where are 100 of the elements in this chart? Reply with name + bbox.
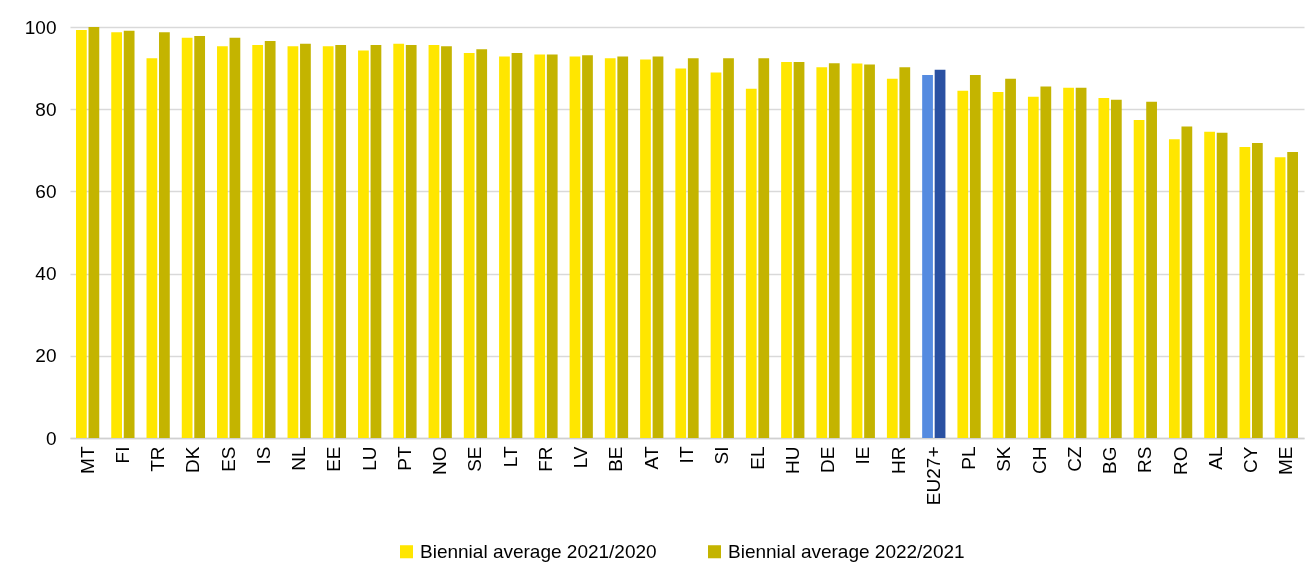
bar	[217, 46, 228, 438]
x-tick-label: PT	[393, 446, 415, 471]
bar	[393, 43, 405, 438]
x-tick-label: EU27+	[922, 446, 944, 506]
x-tick-label: AT	[640, 446, 662, 470]
x-tick-label: PL	[958, 446, 980, 470]
bar	[534, 54, 546, 438]
bar	[1146, 101, 1157, 438]
bar	[111, 32, 123, 438]
bar	[1040, 86, 1052, 438]
bar	[1168, 139, 1180, 438]
bar	[511, 52, 523, 438]
bar	[1005, 78, 1016, 438]
bar	[88, 27, 100, 438]
y-tick-label: 40	[35, 263, 57, 285]
bar	[992, 91, 1004, 438]
bar	[899, 67, 911, 438]
bar	[604, 58, 616, 438]
bar	[793, 61, 805, 438]
x-tick-label: DK	[182, 446, 204, 473]
x-tick-label: NL	[288, 446, 310, 471]
x-tick-label: CH	[1028, 446, 1050, 474]
x-tick-label: HR	[887, 446, 909, 474]
bar	[1274, 157, 1286, 438]
x-tick-label: SI	[711, 446, 733, 465]
bar	[864, 64, 875, 438]
x-tick-label: ES	[217, 446, 239, 472]
x-tick-label: ME	[1275, 446, 1297, 475]
bar	[1075, 87, 1087, 438]
bar	[1133, 119, 1145, 438]
bar	[194, 36, 206, 438]
x-tick-label: LU	[358, 446, 380, 471]
bar	[1027, 96, 1039, 438]
x-tick-label: IS	[252, 446, 274, 465]
bar	[957, 90, 969, 438]
bar	[1204, 131, 1215, 438]
x-tick-label: DE	[817, 446, 839, 473]
bar	[851, 63, 863, 438]
x-tick-label: TR	[147, 446, 169, 472]
bar	[159, 32, 170, 438]
bar	[441, 46, 452, 438]
x-tick-label: BE	[605, 446, 627, 472]
bar	[370, 45, 382, 438]
bar	[886, 78, 898, 438]
bar	[1287, 151, 1299, 438]
bar	[499, 56, 510, 438]
bar	[1216, 132, 1228, 438]
x-tick-label: AL	[1204, 446, 1226, 470]
y-tick-label: 80	[35, 98, 57, 120]
bar	[745, 88, 757, 438]
bar	[569, 56, 581, 438]
bar	[710, 72, 722, 438]
bar	[640, 59, 651, 438]
y-tick-label: 60	[35, 180, 57, 202]
bar	[428, 45, 440, 438]
y-tick-label: 20	[35, 345, 57, 367]
bar	[463, 52, 475, 438]
bar	[1110, 99, 1122, 438]
bar	[335, 45, 347, 438]
bar	[181, 37, 193, 438]
x-tick-label: CY	[1240, 446, 1262, 473]
y-tick-label: 100	[24, 16, 57, 38]
bar	[1251, 142, 1263, 438]
x-tick-label: EE	[323, 446, 345, 472]
bar	[617, 56, 629, 438]
bar	[1239, 147, 1251, 438]
bar	[1181, 126, 1193, 438]
bar	[675, 68, 687, 438]
bar	[652, 56, 664, 438]
x-tick-label: LV	[570, 446, 592, 469]
x-tick-label: SE	[464, 446, 486, 472]
x-tick-label: EL	[746, 446, 768, 470]
bar	[123, 30, 135, 438]
bar	[1063, 87, 1074, 438]
bar	[405, 45, 417, 438]
bar	[146, 58, 158, 438]
bar	[322, 46, 334, 438]
x-tick-label: NO	[429, 446, 451, 475]
bar	[300, 43, 311, 438]
legend-label: Biennial average 2022/2021	[728, 540, 965, 562]
bar	[781, 61, 792, 438]
x-tick-label: SK	[993, 446, 1015, 472]
x-tick-label: BG	[1099, 446, 1121, 474]
x-tick-label: RS	[1134, 446, 1156, 473]
bar	[1098, 98, 1110, 438]
bar	[75, 29, 87, 438]
x-tick-label: FI	[111, 446, 133, 464]
bar	[358, 50, 369, 438]
legend-label: Biennial average 2021/2020	[420, 540, 657, 562]
bar	[828, 63, 840, 438]
bar	[476, 49, 488, 438]
bar	[816, 67, 828, 438]
x-tick-label: MT	[76, 446, 98, 474]
x-tick-label: CZ	[1063, 446, 1085, 472]
bar	[582, 55, 593, 438]
x-tick-label: IE	[852, 446, 874, 465]
bar	[229, 37, 241, 438]
bar	[546, 54, 558, 438]
x-tick-label: RO	[1169, 446, 1191, 475]
bar	[264, 40, 276, 438]
